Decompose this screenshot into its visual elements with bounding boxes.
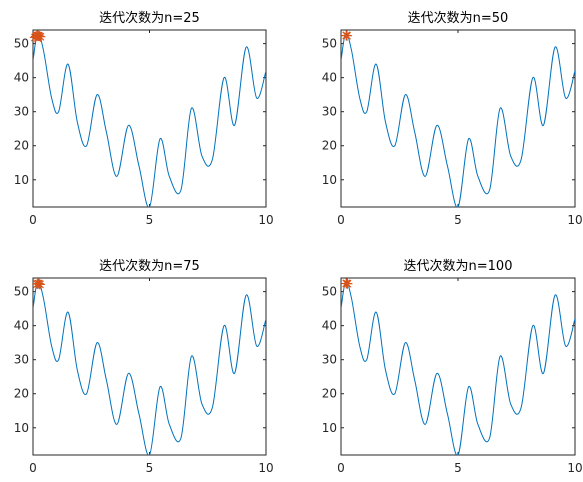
function-curve: [33, 32, 266, 207]
particle-marker: [35, 31, 46, 42]
axes-frame: [32, 277, 267, 456]
x-tick-label: 10: [567, 213, 582, 227]
subplot-title: 迭代次数为n=50: [408, 10, 509, 26]
function-curve: [341, 280, 575, 455]
x-tick-label: 0: [337, 461, 345, 475]
y-tick-label: 50: [322, 37, 337, 51]
function-curve: [33, 280, 266, 455]
y-tick-label: 50: [14, 285, 29, 299]
x-tick-label: 10: [567, 461, 582, 475]
subplot: 迭代次数为n=100 0 5 10 10 20 30 40 50: [322, 258, 583, 475]
y-tick-label: 50: [14, 37, 29, 51]
y-tick-label: 30: [322, 353, 337, 367]
x-tick-label: 5: [146, 461, 154, 475]
y-tick-label: 40: [322, 71, 337, 85]
y-tick-label: 50: [322, 285, 337, 299]
subplot: 迭代次数为n=25 0 5 10 10 20 30 40 50: [14, 10, 274, 227]
y-tick-label: 30: [14, 105, 29, 119]
y-tick-label: 40: [14, 71, 29, 85]
x-tick-label: 5: [146, 213, 154, 227]
x-tick-label: 0: [29, 213, 37, 227]
x-tick-label: 10: [258, 461, 273, 475]
y-tick-label: 20: [14, 387, 29, 401]
x-tick-label: 0: [29, 461, 37, 475]
x-tick-label: 5: [454, 461, 462, 475]
y-tick-label: 30: [14, 353, 29, 367]
subplot-title: 迭代次数为n=25: [99, 10, 200, 26]
particle-marker: [342, 30, 353, 41]
y-tick-label: 20: [322, 139, 337, 153]
y-tick-label: 20: [14, 139, 29, 153]
subplot-title: 迭代次数为n=75: [99, 258, 200, 274]
y-tick-label: 30: [322, 105, 337, 119]
particle-marker: [342, 278, 353, 289]
y-tick-label: 20: [322, 387, 337, 401]
function-curve: [341, 32, 575, 207]
axes-frame: [340, 277, 576, 456]
subplot-title: 迭代次数为n=100: [404, 258, 513, 274]
y-tick-label: 10: [322, 421, 337, 435]
x-tick-label: 10: [258, 213, 273, 227]
x-tick-label: 0: [337, 213, 345, 227]
y-tick-label: 40: [322, 319, 337, 333]
particle-marker: [34, 279, 45, 290]
y-tick-label: 10: [322, 173, 337, 187]
subplot: 迭代次数为n=75 0 5 10 10 20 30 40 50: [14, 258, 274, 475]
axes-frame: [32, 29, 267, 208]
y-tick-label: 10: [14, 173, 29, 187]
subplot: 迭代次数为n=50 0 5 10 10 20 30 40 50: [322, 10, 583, 227]
y-tick-label: 40: [14, 319, 29, 333]
x-tick-label: 5: [454, 213, 462, 227]
y-tick-label: 10: [14, 421, 29, 435]
axes-frame: [340, 29, 576, 208]
